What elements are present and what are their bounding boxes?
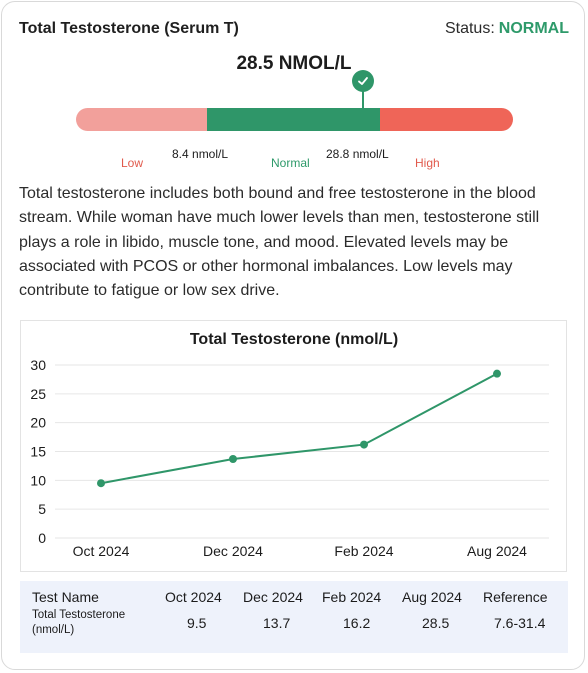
table-cell: 16.2 xyxy=(343,615,371,631)
table-header-col: Dec 2024 xyxy=(243,589,303,605)
range-low-label: Low xyxy=(121,156,144,170)
card-title: Total Testosterone (Serum T) xyxy=(19,20,239,37)
range-high-boundary: 28.8 nmol/L xyxy=(326,147,389,161)
y-tick-label: 5 xyxy=(38,501,46,517)
data-point xyxy=(493,369,501,378)
result-marker-line xyxy=(362,90,364,108)
table-header-reference: Reference xyxy=(483,589,548,605)
x-tick-label: Oct 2024 xyxy=(73,543,130,559)
range-high-segment xyxy=(380,108,513,131)
status-label: Status: xyxy=(444,20,495,37)
range-high-label: High xyxy=(415,156,440,170)
table-cell-reference: 7.6-31.4 xyxy=(494,615,546,631)
range-bar xyxy=(76,108,513,131)
y-tick-label: 10 xyxy=(30,472,46,488)
series-line xyxy=(100,372,498,485)
data-point xyxy=(97,479,105,488)
description-text: Total testosterone includes both bound a… xyxy=(19,185,540,300)
y-tick-label: 20 xyxy=(30,415,46,431)
x-tick-label: Dec 2024 xyxy=(203,543,263,559)
data-point xyxy=(360,440,368,449)
check-icon xyxy=(358,77,368,85)
y-tick-label: 25 xyxy=(30,386,46,402)
status-badge: NORMAL xyxy=(498,20,569,37)
table-cell: 28.5 xyxy=(422,615,450,631)
y-tick-label: 0 xyxy=(38,530,46,546)
y-tick-label: 15 xyxy=(30,444,46,460)
table-header-col: Oct 2024 xyxy=(165,589,222,605)
table-cell-test-name: Total Testosterone (nmol/L) xyxy=(32,609,126,636)
chart-container xyxy=(20,320,567,572)
table-cell: 13.7 xyxy=(263,615,291,631)
x-tick-label: Aug 2024 xyxy=(467,543,527,559)
y-tick-label: 30 xyxy=(30,357,46,373)
range-low-boundary: 8.4 nmol/L xyxy=(172,147,229,161)
result-marker xyxy=(352,70,374,92)
table-cell: 9.5 xyxy=(187,615,207,631)
table-header-test-name: Test Name xyxy=(32,589,99,605)
range-normal-segment xyxy=(207,108,380,131)
table-header-col: Aug 2024 xyxy=(402,589,462,605)
results-table: Test Name Oct 2024 Dec 2024 Feb 2024 Aug… xyxy=(20,581,568,653)
status: Status: NORMAL xyxy=(445,20,569,38)
table-header-col: Feb 2024 xyxy=(322,589,382,605)
range-low-segment xyxy=(76,108,207,131)
result-value: 28.5 NMOL/L xyxy=(236,53,352,74)
range-normal-label: Normal xyxy=(271,156,310,170)
data-point xyxy=(229,454,237,463)
x-tick-label: Feb 2024 xyxy=(334,543,393,559)
chart-title: Total Testosterone (nmol/L) xyxy=(189,331,399,348)
